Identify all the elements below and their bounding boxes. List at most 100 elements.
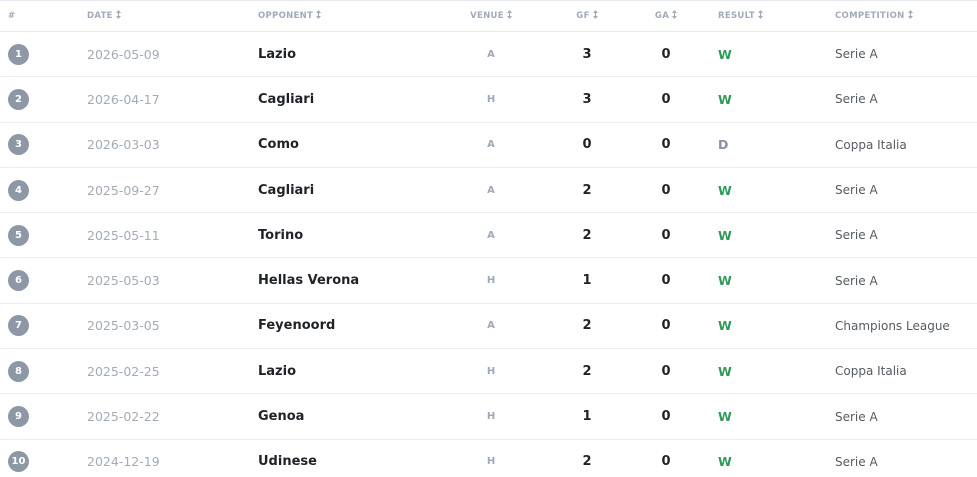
venue: H	[486, 93, 496, 105]
rank-cell: 6	[8, 259, 30, 303]
competition: Serie A	[835, 454, 878, 469]
column-label: RESULT	[718, 11, 755, 21]
opponent: Cagliari	[258, 91, 315, 107]
date: 2024-12-19	[87, 454, 160, 470]
column-header[interactable]: VENUE	[461, 1, 521, 31]
rank-badge: 4	[8, 179, 29, 201]
opponent: Lazio	[258, 46, 297, 62]
column-label: VENUE	[470, 11, 504, 21]
venue: A	[487, 184, 495, 196]
venue: H	[486, 365, 496, 377]
column-header: #	[8, 1, 30, 31]
venue: H	[486, 275, 496, 287]
goals-against: 0	[661, 409, 671, 425]
goals-for: 1	[582, 273, 592, 289]
table-header: # DATE OPPONENT VENUE GF GA RESULT COMPETITION	[0, 0, 977, 32]
column-header[interactable]: OPPONENT	[258, 1, 438, 31]
goals-for: 0	[582, 137, 592, 153]
table-row[interactable]: 4 2025-09-27 Cagliari A 2 0 W Serie A	[0, 168, 977, 214]
opponent: Genoa	[258, 409, 305, 425]
column-label: GA	[654, 11, 670, 21]
goals-for: 3	[582, 91, 592, 107]
goals-against: 0	[661, 318, 671, 334]
table-row[interactable]: 2 2026-04-17 Cagliari H 3 0 W Serie A	[0, 77, 977, 123]
opponent: Cagliari	[258, 182, 315, 198]
goals-against: 0	[661, 363, 671, 379]
goals-against: 0	[661, 273, 671, 289]
sort-control[interactable]	[907, 10, 913, 22]
column-header[interactable]: DATE	[87, 1, 237, 31]
rank-badge: 1	[8, 43, 29, 65]
result: W	[718, 318, 732, 334]
sort-icon	[757, 10, 763, 19]
table-row[interactable]: 5 2025-05-11 Torino A 2 0 W Serie A	[0, 213, 977, 259]
competition: Serie A	[835, 273, 878, 288]
venue: H	[486, 456, 496, 468]
result: W	[718, 454, 732, 470]
result: W	[718, 182, 732, 198]
competition: Serie A	[835, 47, 878, 62]
sort-icon	[672, 10, 678, 19]
table-row[interactable]: 9 2025-02-22 Genoa H 1 0 W Serie A	[0, 394, 977, 440]
opponent: Feyenoord	[258, 318, 336, 334]
rank-cell: 5	[8, 213, 30, 257]
opponent: Hellas Verona	[258, 273, 360, 289]
opponent: Lazio	[258, 363, 297, 379]
goals-for: 2	[582, 363, 592, 379]
goals-against: 0	[661, 46, 671, 62]
sort-control[interactable]	[592, 10, 598, 22]
table-row[interactable]: 3 2026-03-03 Como A 0 0 D Coppa Italia	[0, 123, 977, 168]
goals-for: 2	[582, 318, 592, 334]
column-label: DATE	[87, 11, 113, 21]
column-label: OPPONENT	[258, 11, 314, 21]
rank-cell: 7	[8, 304, 30, 348]
opponent: Torino	[258, 227, 304, 243]
opponent: Udinese	[258, 454, 317, 470]
result: W	[718, 227, 732, 243]
sort-icon	[115, 10, 121, 19]
venue: A	[487, 139, 495, 151]
sort-control[interactable]	[506, 10, 512, 22]
goals-against: 0	[661, 137, 671, 153]
result: W	[718, 273, 732, 289]
sort-control[interactable]	[316, 10, 322, 22]
column-header[interactable]: GA	[636, 1, 696, 31]
goals-against: 0	[661, 91, 671, 107]
goals-for: 3	[582, 46, 592, 62]
column-label: #	[8, 11, 16, 21]
table-row[interactable]: 1 2026-05-09 Lazio A 3 0 W Serie A	[0, 32, 977, 78]
rank-cell: 2	[8, 77, 30, 121]
sort-control[interactable]	[757, 10, 763, 22]
sort-icon	[506, 10, 512, 19]
date: 2026-03-03	[87, 137, 160, 153]
column-label: COMPETITION	[835, 11, 905, 21]
opponent: Como	[258, 137, 299, 153]
table-row[interactable]: 7 2025-03-05 Feyenoord A 2 0 W Champions League	[0, 304, 977, 350]
competition: Serie A	[835, 409, 878, 424]
rank-cell: 8	[8, 349, 30, 393]
competition: Coppa Italia	[835, 364, 907, 379]
column-header[interactable]: RESULT	[718, 1, 808, 31]
column-label: GF	[576, 11, 590, 21]
table-row[interactable]: 8 2025-02-25 Lazio H 2 0 W Coppa Italia	[0, 349, 977, 395]
table-row[interactable]: 10 2024-12-19 Udinese H 2 0 W Serie A	[0, 440, 977, 477]
rank-badge: 9	[8, 406, 29, 428]
goals-for: 2	[582, 227, 592, 243]
rank-badge: 7	[8, 315, 29, 337]
venue: H	[486, 411, 496, 423]
goals-for: 2	[582, 454, 592, 470]
table-row[interactable]: 6 2025-05-03 Hellas Verona H 1 0 W Serie A	[0, 259, 977, 304]
date: 2025-02-22	[87, 409, 160, 425]
rank-badge: 8	[8, 360, 29, 382]
column-header[interactable]: COMPETITION	[835, 1, 975, 31]
rank-badge: 5	[8, 224, 29, 246]
date: 2026-04-17	[87, 91, 160, 107]
sort-control[interactable]	[115, 10, 121, 22]
column-header[interactable]: GF	[557, 1, 617, 31]
sort-icon	[592, 10, 598, 19]
sort-control[interactable]	[672, 10, 678, 22]
goals-for: 1	[582, 409, 592, 425]
venue: A	[487, 229, 495, 241]
